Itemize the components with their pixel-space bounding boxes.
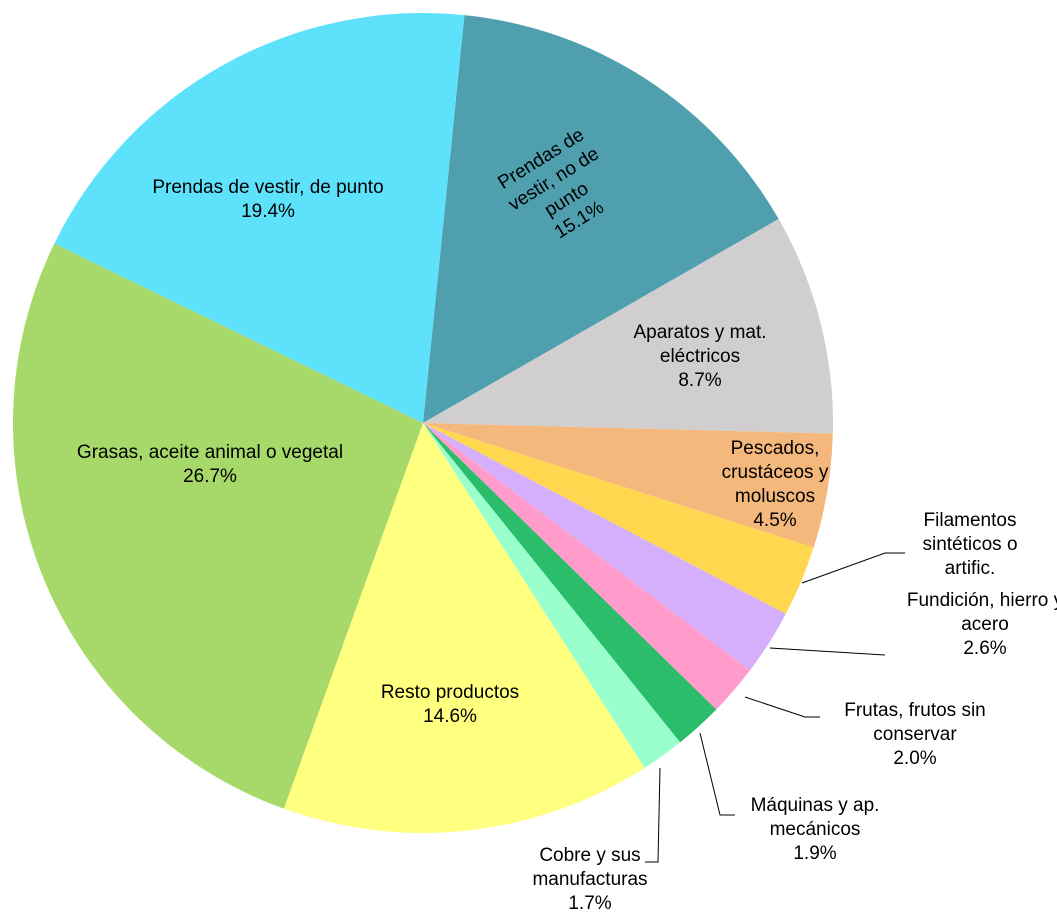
pie-slice bbox=[423, 423, 786, 671]
category-label: Aparatos y mat. eléctricos bbox=[633, 322, 767, 367]
value-label: 26.7% bbox=[183, 466, 237, 487]
value-label: 4.5% bbox=[753, 510, 797, 531]
slice-label: Resto productos 14.6% bbox=[340, 681, 560, 729]
slice-label: Prendas de vestir, de punto 19.4% bbox=[103, 176, 433, 224]
leader-line bbox=[744, 696, 820, 718]
category-label: Cobre y sus manufacturas bbox=[532, 845, 648, 890]
pie-slice bbox=[54, 13, 465, 424]
value-label: 8.7% bbox=[678, 370, 722, 391]
category-label: Filamentos sintéticos o artific. bbox=[922, 510, 1018, 579]
leader-line bbox=[699, 732, 735, 816]
category-label: Fundición, hierro y acero bbox=[906, 590, 1057, 635]
leader-line bbox=[769, 647, 886, 656]
value-label: 2.0% bbox=[893, 748, 937, 769]
slice-label: Cobre y sus manufacturas 1.7% bbox=[495, 844, 685, 916]
value-label: 2.6% bbox=[963, 638, 1007, 659]
category-label: Prendas de vestir, de punto bbox=[152, 177, 384, 198]
leader-line bbox=[801, 552, 905, 584]
value-label: 1.9% bbox=[793, 843, 837, 864]
pie-slice bbox=[12, 243, 424, 809]
leader-line bbox=[645, 767, 661, 863]
pie-slice bbox=[423, 423, 814, 614]
category-label: Resto productos bbox=[380, 682, 520, 703]
pie-slice bbox=[423, 15, 779, 424]
category-label: Grasas, aceite animal o vegetal bbox=[76, 442, 344, 463]
pie-slice bbox=[283, 423, 645, 833]
pie-slice bbox=[423, 423, 833, 548]
pie-slice bbox=[423, 218, 833, 434]
pie-slice bbox=[423, 423, 681, 768]
slice-label: Grasas, aceite animal o vegetal 26.7% bbox=[70, 441, 350, 489]
value-label: 19.4% bbox=[241, 201, 295, 222]
category-label: Frutas, frutos sin conservar bbox=[844, 700, 986, 745]
slice-label: Máquinas y ap. mecánicos 1.9% bbox=[730, 794, 900, 866]
slice-label: Aparatos y mat. eléctricos 8.7% bbox=[615, 321, 785, 393]
slice-label: Fundición, hierro y acero 2.6% bbox=[905, 589, 1057, 661]
value-label: 1.7% bbox=[568, 893, 612, 914]
pie-slice bbox=[423, 423, 750, 710]
value-label: 14.6% bbox=[423, 706, 477, 727]
category-label: Máquinas y ap. mecánicos bbox=[750, 795, 880, 840]
category-label: Pescados, crustáceos y moluscos bbox=[721, 438, 829, 507]
slice-label: Filamentos sintéticos o artific. bbox=[895, 509, 1045, 581]
slice-label: Frutas, frutos sin conservar 2.0% bbox=[815, 699, 1015, 771]
pie-slice bbox=[423, 423, 717, 743]
slice-label: Pescados, crustáceos y moluscos 4.5% bbox=[708, 437, 843, 533]
